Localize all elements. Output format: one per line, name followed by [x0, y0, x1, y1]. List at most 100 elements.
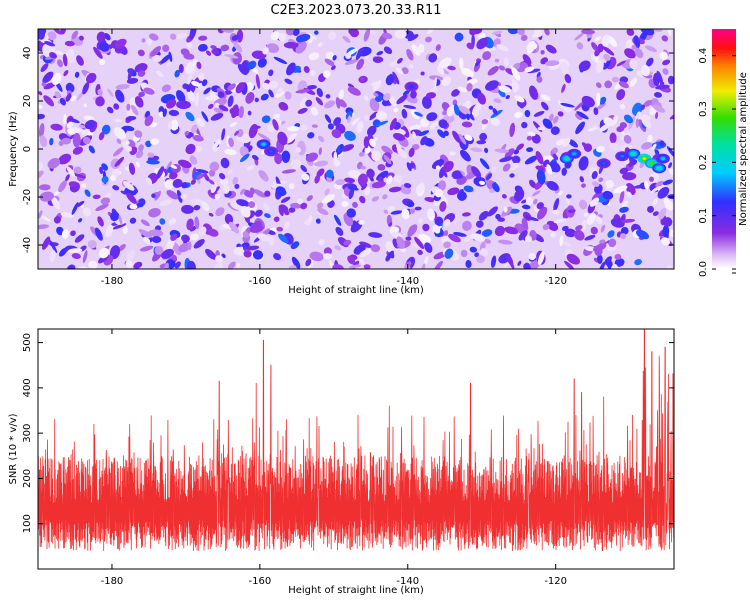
heatmap-cell [347, 255, 356, 265]
heatmap-cell [663, 197, 673, 211]
heatmap-cell [485, 80, 499, 91]
heatmap-cell [260, 93, 269, 101]
heatmap-cell [70, 230, 76, 237]
heatmap-cell [126, 77, 139, 84]
heatmap-cell [227, 83, 236, 91]
heatmap-cell [550, 232, 556, 238]
heatmap-cell [561, 83, 566, 93]
heatmap-cell [552, 153, 559, 161]
heatmap-cell [191, 80, 201, 87]
heatmap-cell [172, 178, 183, 188]
heatmap-cell [392, 71, 400, 85]
heatmap-cell [633, 35, 641, 49]
heatmap-cell [513, 149, 520, 155]
heatmap-cell [178, 242, 191, 253]
heatmap-cell [76, 55, 84, 66]
heatmap-cell [299, 97, 307, 111]
heatmap-cell [295, 147, 302, 153]
heatmap-cell [417, 234, 432, 244]
heatmap-hotspot [601, 162, 606, 165]
heatmap-cell [109, 245, 121, 260]
heatmap-cell [360, 165, 366, 170]
heatmap-cell [583, 212, 588, 217]
heatmap-cell [300, 164, 308, 173]
heatmap-cell [170, 233, 178, 241]
x-tick-label: -180 [101, 576, 124, 587]
heatmap-cell [488, 105, 494, 110]
heatmap-cell [605, 57, 611, 69]
heatmap-cell [603, 53, 611, 61]
heatmap-cell [313, 160, 329, 167]
heatmap-cell [233, 41, 243, 53]
heatmap-cell [275, 186, 287, 197]
heatmap-cell [190, 225, 197, 232]
heatmap-cell [175, 32, 187, 40]
y-tick-label: 20 [22, 95, 33, 108]
heatmap-cell [406, 48, 414, 61]
heatmap-cell [361, 183, 368, 191]
heatmap-cell [624, 48, 636, 59]
heatmap-cell [396, 236, 406, 249]
heatmap-cell [215, 207, 225, 217]
heatmap-cell [228, 221, 239, 234]
heatmap-cell [524, 66, 535, 73]
heatmap-cell [595, 59, 604, 73]
heatmap-cell [72, 132, 81, 148]
heatmap-cell [447, 65, 456, 71]
heatmap-cell [160, 54, 172, 64]
heatmap-cell [268, 80, 278, 89]
heatmap-cell [288, 183, 295, 189]
heatmap-cell [446, 106, 454, 117]
heatmap-cell [654, 92, 662, 98]
heatmap-cell [521, 204, 531, 210]
heatmap-cell [408, 64, 414, 69]
heatmap-cell [386, 175, 393, 185]
heatmap-cell [229, 121, 238, 127]
heatmap-cell [148, 207, 161, 218]
heatmap-cell [393, 107, 399, 113]
heatmap-cell [71, 253, 81, 259]
heatmap-cell [316, 87, 323, 98]
heatmap-cell [44, 41, 56, 47]
heatmap-cell [208, 169, 216, 177]
heatmap-cell [477, 92, 486, 105]
heatmap-cell [219, 177, 229, 186]
heatmap-hotspot [564, 157, 569, 161]
heatmap-cell [596, 145, 605, 153]
heatmap-cell [127, 68, 133, 81]
heatmap-cell [372, 56, 384, 64]
heatmap-cell [39, 135, 48, 147]
heatmap-cell [520, 34, 528, 41]
heatmap-cell [288, 265, 297, 269]
heatmap-cell [463, 185, 474, 193]
heatmap-cell [308, 52, 320, 61]
heatmap-cell [476, 37, 488, 50]
heatmap-cell [224, 54, 239, 59]
heatmap-cell [278, 32, 287, 42]
heatmap-cell [42, 71, 54, 84]
heatmap-cell [332, 55, 337, 61]
heatmap-cell [112, 185, 120, 191]
heatmap-cell [150, 138, 160, 145]
heatmap-cell [208, 179, 215, 185]
heatmap-cell [67, 54, 77, 64]
heatmap-cell [245, 82, 255, 91]
heatmap-cell [424, 196, 437, 203]
heatmap-cell [323, 70, 331, 78]
heatmap-cell [376, 120, 389, 127]
heatmap-cell [622, 172, 637, 181]
y-tick-label: 0 [22, 146, 33, 152]
heatmap-cell [652, 211, 659, 216]
heatmap-cell [591, 42, 599, 52]
heatmap-cell [593, 107, 599, 116]
heatmap-cell [285, 133, 297, 144]
heatmap-cell [268, 89, 274, 98]
heatmap-cell [59, 97, 67, 106]
heatmap-cell [99, 166, 104, 175]
snr-panel: -180 -160 -140 -120 100 200 300 400 500 Height … [8, 328, 675, 596]
heatmap-cell [546, 164, 553, 175]
heatmap-cell [61, 229, 69, 239]
heatmap-cell [494, 225, 505, 237]
heatmap-cell [287, 125, 300, 132]
heatmap-cell [594, 54, 599, 64]
